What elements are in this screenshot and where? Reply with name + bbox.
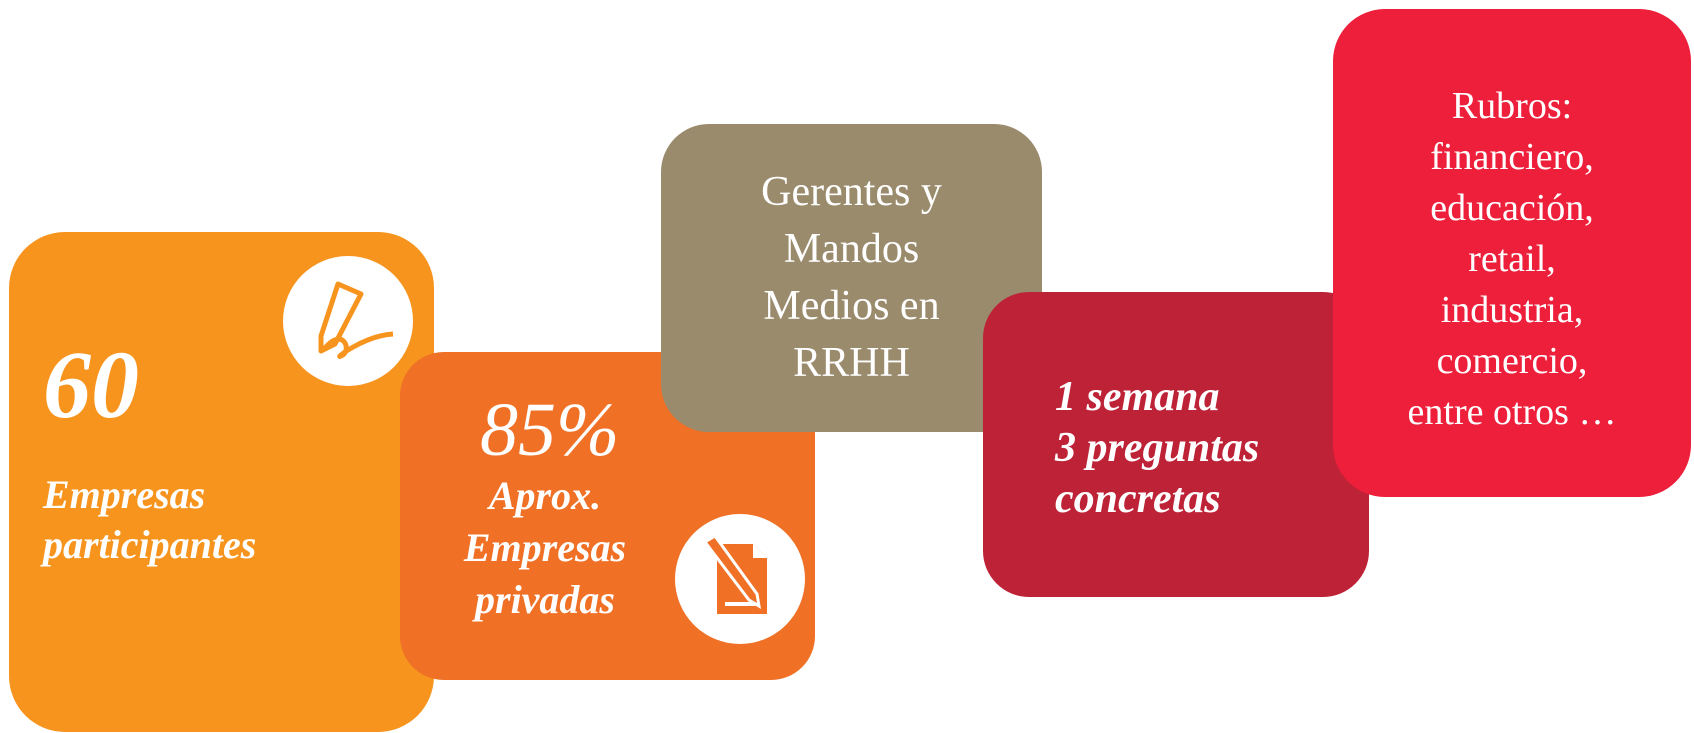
- card-companies: 60 Empresas participantes: [9, 232, 434, 732]
- card-text: Aprox. Empresas privadas: [400, 470, 690, 626]
- text-line: 3 preguntas: [1055, 425, 1260, 471]
- text-line: RRHH: [793, 340, 910, 386]
- text-line: participantes: [43, 522, 257, 567]
- text-line: educación,: [1430, 187, 1594, 229]
- document-icon: [675, 514, 805, 644]
- text-line: Mandos: [783, 226, 920, 272]
- card-sectors: Rubros: financiero, educación, retail, i…: [1333, 9, 1691, 497]
- text-line: entre otros …: [1407, 391, 1617, 433]
- card-number: 60: [43, 331, 139, 438]
- card-private: 85% Aprox. Empresas privadas: [400, 352, 815, 680]
- text-line: Rubros:: [1451, 85, 1573, 127]
- card-managers: Gerentes y Mandos Medios en RRHH: [661, 124, 1042, 432]
- card-number: 85%: [480, 388, 620, 472]
- text-line: concretas: [1055, 476, 1221, 522]
- card-duration: 1 semana 3 preguntas concretas: [983, 292, 1369, 597]
- text-line: privadas: [475, 577, 615, 622]
- text-line: financiero,: [1430, 136, 1594, 178]
- text-line: industria,: [1440, 289, 1584, 331]
- text-line: Empresas: [463, 525, 627, 570]
- text-line: Aprox.: [488, 473, 602, 518]
- text-line: comercio,: [1436, 340, 1588, 382]
- text-line: Gerentes y: [761, 169, 942, 215]
- text-line: 1 semana: [1055, 374, 1220, 420]
- text-line: Empresas: [43, 472, 206, 517]
- text-line: retail,: [1468, 238, 1556, 280]
- text-line: Medios en: [763, 283, 940, 329]
- pen-icon: [283, 256, 413, 386]
- card-text: Empresas participantes: [43, 470, 256, 570]
